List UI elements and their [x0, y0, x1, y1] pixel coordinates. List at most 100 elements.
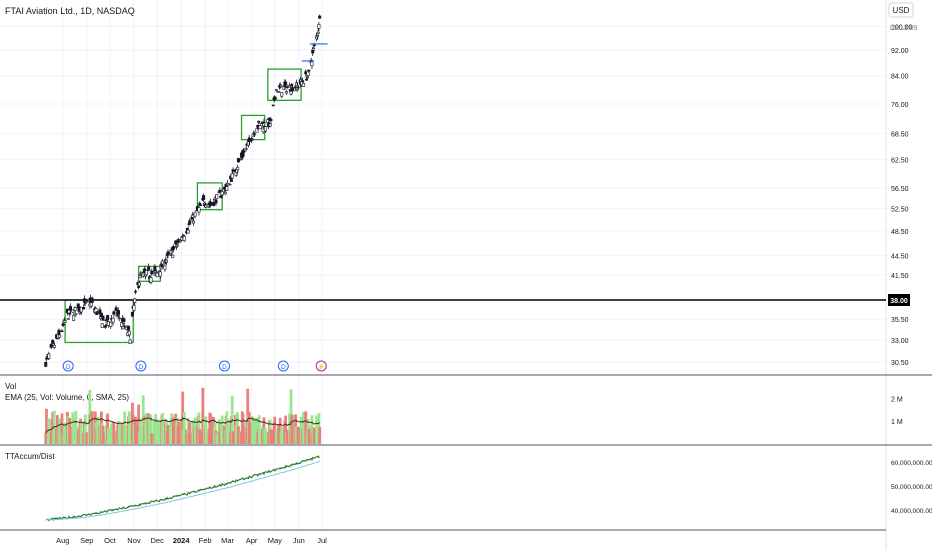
currency-button[interactable]: USD: [888, 2, 914, 18]
candle: [311, 46, 315, 53]
volume-bar: [215, 433, 219, 444]
candle: [258, 125, 262, 130]
price-tick-label: 56.50: [891, 186, 909, 193]
volume-bar: [63, 422, 67, 444]
volume-bar: [310, 415, 314, 444]
candle: [66, 317, 70, 320]
candle: [79, 306, 83, 316]
volume-bar: [144, 413, 148, 444]
countdown-label: 05:13:09: [890, 25, 917, 32]
time-tick-label: Feb: [199, 536, 212, 545]
candle: [277, 91, 281, 93]
price-tick-label: 92.00: [891, 48, 909, 55]
candle: [133, 297, 137, 305]
volume-bar: [304, 411, 308, 444]
price-axis: 100.00 92.00 84.00 76.00 68.50 62.50 56.50 52.5…: [891, 24, 913, 367]
candle: [244, 145, 248, 152]
volume-bar: [312, 427, 316, 444]
candle: [73, 306, 77, 314]
candle: [117, 314, 121, 322]
candle: [236, 157, 240, 163]
price-marker: 38.00: [888, 294, 910, 306]
volume-bar: [288, 413, 291, 444]
volume-bar: [60, 413, 64, 444]
candle: [82, 304, 86, 310]
candle: [228, 182, 232, 186]
volume-bar: [149, 414, 153, 444]
time-tick-label: May: [268, 536, 282, 545]
candle: [164, 259, 168, 266]
candle: [202, 193, 206, 202]
volume-bar: [107, 428, 110, 444]
volume-bar: [204, 416, 208, 444]
candle: [192, 218, 196, 227]
candle: [301, 82, 305, 87]
volume-bar: [117, 420, 121, 444]
volume-bar: [199, 432, 202, 444]
candle: [134, 289, 138, 295]
dividend-event-icon[interactable]: D: [135, 360, 147, 372]
volume-bar: [280, 426, 284, 444]
volume-bar: [112, 422, 116, 444]
price-tick-label: 30.50: [891, 360, 909, 367]
volume-bar: [302, 411, 305, 444]
candle: [193, 210, 197, 219]
volume-bar: [141, 395, 145, 444]
candle: [123, 323, 127, 329]
volume-bar: [186, 417, 190, 444]
candle: [310, 60, 314, 70]
volume-bar: [90, 411, 94, 444]
volume-bar: [228, 419, 232, 444]
candle: [230, 170, 234, 181]
event-label: ⚡: [317, 363, 325, 371]
dividend-event-icon[interactable]: D: [218, 360, 230, 372]
volume-bar: [137, 404, 141, 444]
volume-bar: [79, 423, 83, 444]
volume-bar: [307, 428, 311, 444]
candle: [103, 324, 107, 329]
candle: [274, 97, 278, 100]
candle: [122, 316, 126, 325]
volume-bar: [231, 431, 235, 444]
candle: [280, 91, 284, 99]
candle: [63, 319, 67, 324]
volume-bar: [220, 415, 224, 444]
dividend-event-icon[interactable]: D: [62, 360, 74, 372]
candle: [318, 14, 322, 19]
candle: [264, 126, 268, 133]
candle: [262, 118, 266, 124]
accum-dist-ma-line: [45, 460, 320, 521]
candle: [218, 187, 222, 193]
accum-tick-label: 60,000,000.00: [891, 460, 932, 467]
volume-bar: [255, 417, 259, 444]
volume-bar: [150, 433, 154, 444]
candle: [57, 328, 61, 335]
volume-bar: [101, 425, 105, 444]
accum-tick-label: 40,000,000.00: [891, 508, 932, 515]
volume-bar: [197, 412, 201, 444]
earnings-event-icon[interactable]: ⚡: [315, 360, 327, 372]
candle: [253, 132, 257, 137]
volume-bar: [274, 429, 278, 444]
time-tick-label: Jun: [293, 536, 305, 545]
countdown: 05:13:09: [890, 25, 917, 32]
dividend-event-icon[interactable]: D: [277, 360, 289, 372]
time-tick-label: Mar: [221, 536, 234, 545]
candle: [137, 280, 141, 288]
volume-bar: [134, 416, 137, 444]
volume-bar: [285, 429, 289, 444]
volume-bar: [237, 426, 240, 444]
volume-bar: [127, 411, 131, 444]
candle: [161, 258, 165, 266]
candle: [47, 351, 51, 361]
volume-bar: [83, 414, 87, 444]
volume-bar: [177, 422, 181, 444]
volume-bar: [226, 419, 229, 444]
price-tick-label: 52.50: [891, 207, 909, 214]
candle: [111, 317, 115, 326]
candle: [284, 89, 288, 95]
candle: [229, 178, 233, 182]
accum-dist-line: [45, 455, 320, 522]
candle: [252, 130, 256, 137]
volume-bar: [152, 421, 156, 444]
